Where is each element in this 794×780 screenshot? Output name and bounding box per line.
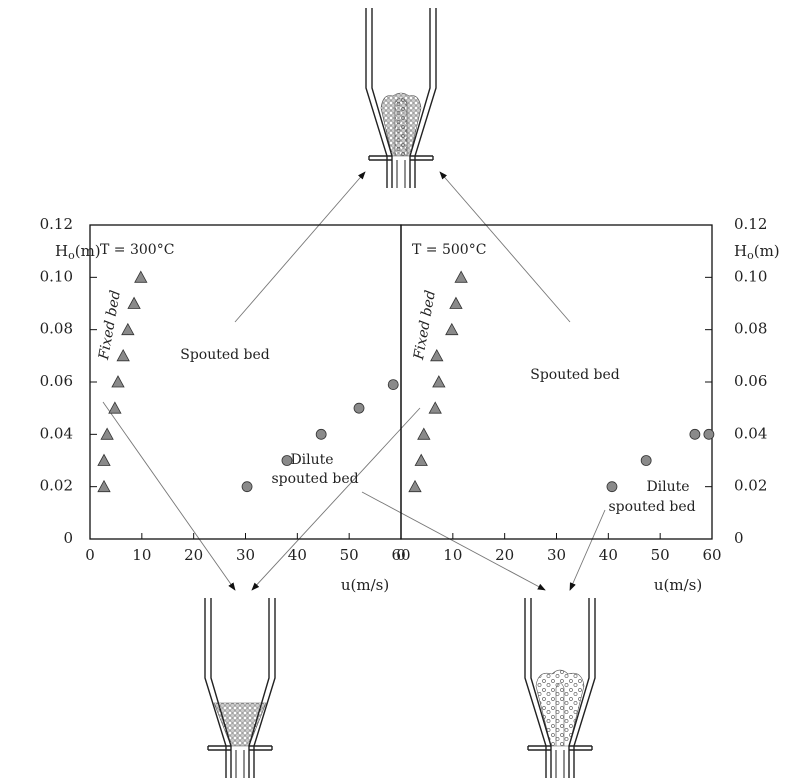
marker-triangle [429, 402, 441, 413]
marker-triangle [98, 455, 110, 466]
y-axis-label-main: H [55, 242, 68, 260]
x-tick-label: 50 [651, 546, 670, 564]
x-tick-label: 60 [702, 546, 721, 564]
annotation-fixed-bed: Fixed bed [96, 289, 124, 362]
x-tick-label: 20 [184, 546, 203, 564]
diagram-fixed [205, 598, 275, 778]
marker-circle [641, 456, 651, 466]
marker-circle [704, 429, 714, 439]
y-axis-label: Ho(m) [55, 242, 101, 262]
marker-circle [690, 429, 700, 439]
marker-triangle [409, 481, 421, 492]
x-tick-label: 30 [236, 546, 255, 564]
plot-frame [90, 225, 401, 539]
x-tick-label: 0 [85, 546, 95, 564]
x-axis-label: u(m/s) [654, 576, 702, 594]
marker-circle [388, 380, 398, 390]
y-tick-label: 0.10 [734, 267, 767, 285]
marker-triangle [433, 376, 445, 387]
y-tick-label: 0.08 [40, 320, 73, 338]
marker-triangle [455, 271, 467, 282]
annotation-dilute: spouted bed [608, 499, 695, 515]
panel: 0 10 20 30 40 50 60 0 0.02 0.04 0.06 0.08 0.10 0.12 Ho… [396, 215, 779, 594]
diagram-spouted [366, 8, 436, 188]
y-axis-label-main: H [734, 242, 747, 260]
marker-triangle [418, 428, 430, 439]
marker-triangle [117, 350, 129, 361]
y-tick-label: 0 [734, 529, 744, 547]
x-tick-label: 10 [132, 546, 151, 564]
marker-circle [282, 456, 292, 466]
y-tick-label: 0.06 [734, 372, 767, 390]
marker-circle [607, 482, 617, 492]
marker-circle [354, 403, 364, 413]
x-tick-label: 30 [547, 546, 566, 564]
marker-circle [316, 429, 326, 439]
y-tick-label: 0.12 [40, 215, 73, 233]
marker-triangle [122, 324, 134, 335]
marker-triangle [431, 350, 443, 361]
y-axis-label-unit: (m) [754, 242, 780, 260]
marker-triangle [450, 298, 462, 309]
x-axis-label: u(m/s) [341, 576, 389, 594]
diagram-dilute [525, 598, 595, 778]
x-tick-label: 10 [443, 546, 462, 564]
marker-triangle [109, 402, 121, 413]
y-tick-label: 0 [63, 529, 73, 547]
marker-triangle [98, 481, 110, 492]
x-tick-label: 20 [495, 546, 514, 564]
y-tick-label: 0.08 [734, 320, 767, 338]
annotation-dilute: Dilute [290, 452, 333, 468]
x-tick-label: 40 [599, 546, 618, 564]
y-tick-label: 0.10 [40, 267, 73, 285]
y-tick-label: 0.02 [40, 477, 73, 495]
marker-triangle [415, 455, 427, 466]
x-tick-label: 40 [288, 546, 307, 564]
marker-triangle [101, 428, 113, 439]
marker-triangle [135, 271, 147, 282]
annotation-spouted-bed: Spouted bed [530, 367, 620, 383]
y-tick-label: 0.06 [40, 372, 73, 390]
annotation-temperature: T = 500°C [412, 242, 486, 258]
y-tick-label: 0.12 [734, 215, 767, 233]
y-axis-label-unit: (m) [75, 242, 101, 260]
annotation-fixed-bed: Fixed bed [411, 289, 439, 362]
marker-circle [242, 482, 252, 492]
x-tick-label: 50 [340, 546, 359, 564]
y-tick-label: 0.04 [40, 424, 73, 442]
annotation-spouted-bed: Spouted bed [180, 347, 270, 363]
annotation-dilute: spouted bed [271, 471, 358, 487]
y-tick-label: 0.02 [734, 477, 767, 495]
annotation-temperature: T = 300°C [100, 242, 174, 258]
annotation-dilute: Dilute [646, 479, 689, 495]
marker-triangle [112, 376, 124, 387]
marker-triangle [128, 298, 140, 309]
y-tick-label: 0.04 [734, 424, 767, 442]
figure: 0 10 20 30 40 50 60 0 0.02 0.04 0.06 0.08 0.10 0.12 Ho… [0, 0, 794, 780]
marker-triangle [446, 324, 458, 335]
y-axis-label: Ho(m) [734, 242, 780, 262]
x-tick-label: 0 [396, 546, 406, 564]
